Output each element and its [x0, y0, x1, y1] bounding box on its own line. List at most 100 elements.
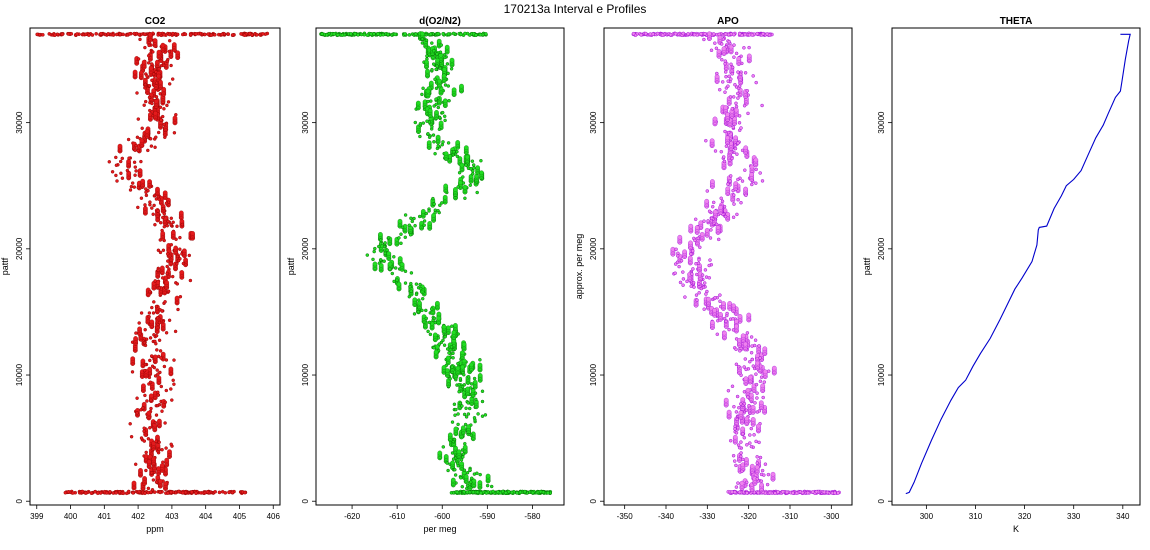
data-point — [157, 440, 161, 445]
data-point — [175, 224, 179, 229]
data-point — [445, 62, 450, 66]
data-point — [413, 32, 418, 37]
data-point — [709, 216, 714, 221]
data-point — [111, 33, 116, 37]
data-point — [446, 141, 451, 145]
data-point — [438, 66, 442, 71]
data-point — [143, 99, 148, 104]
data-point — [695, 298, 699, 302]
data-point — [178, 294, 183, 299]
data-point — [721, 301, 726, 306]
data-point — [133, 165, 138, 169]
data-point — [453, 323, 458, 328]
data-point — [758, 455, 763, 460]
data-point — [156, 466, 161, 471]
data-point — [717, 35, 723, 40]
data-point — [681, 270, 685, 274]
data-point — [169, 63, 173, 68]
y-tick-label: 20000 — [589, 237, 598, 260]
data-point — [161, 460, 165, 464]
data-point — [399, 232, 403, 236]
data-point — [728, 174, 733, 178]
data-point — [142, 439, 147, 443]
data-point — [733, 181, 739, 186]
data-point — [388, 267, 392, 271]
scatter-points — [319, 31, 553, 496]
data-point — [466, 375, 471, 379]
data-point — [743, 376, 749, 382]
data-point — [110, 170, 115, 174]
data-point — [458, 32, 463, 37]
data-point — [138, 70, 144, 76]
data-point — [733, 135, 738, 141]
data-point — [136, 185, 141, 190]
data-point — [156, 268, 160, 273]
data-point — [220, 32, 224, 37]
data-point — [142, 340, 147, 345]
data-point — [724, 74, 728, 79]
data-point — [182, 248, 187, 254]
data-point — [133, 173, 137, 177]
data-point — [169, 387, 173, 391]
data-point — [147, 95, 152, 100]
data-point — [137, 32, 141, 37]
data-point — [441, 32, 446, 36]
data-point — [153, 99, 159, 104]
data-point — [471, 163, 476, 167]
data-point — [452, 149, 456, 154]
data-point — [724, 144, 729, 148]
data-point — [727, 301, 733, 306]
data-point — [424, 59, 429, 65]
data-point — [156, 354, 161, 359]
data-point — [766, 472, 771, 477]
data-point — [733, 427, 737, 431]
data-point — [148, 137, 153, 141]
data-point — [435, 134, 441, 140]
data-point — [148, 289, 152, 294]
data-point — [451, 457, 456, 461]
data-point — [754, 167, 758, 172]
data-point — [538, 489, 543, 494]
data-point — [148, 32, 153, 38]
data-point — [736, 91, 740, 96]
data-point — [397, 256, 403, 261]
data-point — [118, 32, 122, 37]
data-point — [432, 202, 436, 206]
data-point — [800, 490, 805, 495]
data-point — [418, 134, 422, 139]
data-point — [750, 33, 755, 37]
data-point — [149, 354, 154, 358]
data-point — [463, 145, 469, 151]
data-point — [716, 49, 722, 54]
data-point — [154, 197, 159, 201]
data-point — [160, 276, 165, 280]
data-point — [175, 261, 179, 266]
data-point — [446, 32, 451, 36]
data-point — [419, 31, 425, 37]
data-point — [688, 223, 694, 229]
data-point — [770, 471, 776, 477]
data-point — [480, 399, 485, 404]
data-point — [452, 402, 457, 407]
data-point — [142, 368, 147, 373]
data-point — [443, 83, 448, 87]
data-point — [750, 182, 754, 187]
data-point — [83, 491, 88, 495]
data-point — [506, 489, 511, 494]
data-point — [150, 62, 154, 66]
data-point — [155, 316, 160, 320]
data-point — [450, 420, 455, 424]
data-point — [393, 32, 397, 37]
data-point — [217, 490, 222, 495]
data-point — [152, 490, 157, 494]
data-point — [130, 370, 135, 374]
data-point — [151, 50, 155, 54]
data-point — [365, 253, 370, 257]
data-point — [121, 491, 126, 496]
data-point — [413, 223, 417, 228]
data-point — [158, 250, 163, 255]
data-point — [397, 236, 401, 240]
data-point — [335, 33, 340, 37]
data-point — [740, 179, 745, 183]
data-point — [166, 259, 170, 263]
